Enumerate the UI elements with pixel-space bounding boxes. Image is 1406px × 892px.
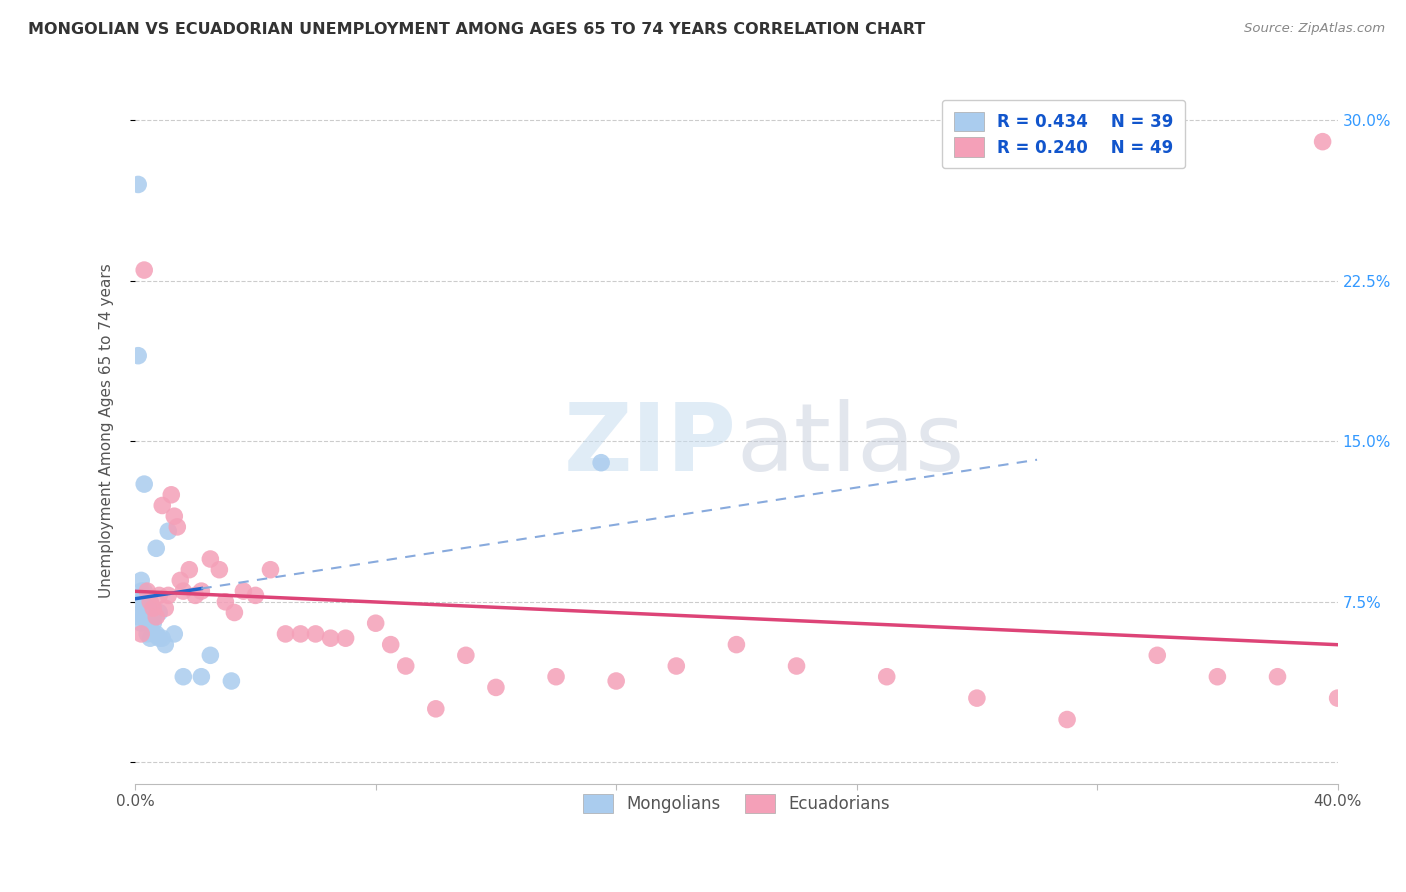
Point (145, 609, 167, 624)
Point (454, 648, 477, 663)
Point (148, 631, 170, 645)
Point (163, 627, 186, 641)
Point (319, 631, 342, 645)
Point (139, 595, 162, 609)
Point (214, 595, 236, 609)
Point (148, 588, 170, 602)
Point (1312, 135, 1334, 149)
Point (127, 178, 149, 192)
Point (169, 574, 191, 588)
Point (134, 584, 156, 599)
Point (380, 638, 402, 652)
Point (157, 524, 180, 538)
Point (136, 616, 159, 631)
Point (364, 616, 387, 631)
Point (200, 648, 222, 663)
Point (129, 627, 152, 641)
Point (190, 584, 212, 599)
Point (725, 638, 748, 652)
Point (136, 584, 159, 599)
Point (1267, 670, 1289, 684)
Point (544, 670, 567, 684)
Point (172, 584, 194, 599)
Point (190, 670, 212, 684)
Point (224, 606, 246, 620)
Point (1326, 691, 1348, 706)
Point (155, 601, 177, 615)
Point (208, 563, 231, 577)
Point (157, 588, 180, 602)
Point (129, 574, 152, 588)
Point (142, 616, 165, 631)
Point (129, 595, 152, 609)
Point (786, 659, 808, 673)
Point (142, 601, 165, 615)
Point (179, 563, 201, 577)
Point (145, 541, 167, 556)
Point (966, 691, 988, 706)
Point (290, 627, 312, 641)
Point (139, 631, 162, 645)
Point (127, 609, 149, 624)
Point (150, 499, 173, 513)
Point (304, 627, 326, 641)
Point (150, 631, 173, 645)
Point (148, 606, 170, 620)
Point (142, 601, 165, 615)
Point (184, 588, 207, 602)
Text: MONGOLIAN VS ECUADORIAN UNEMPLOYMENT AMONG AGES 65 TO 74 YEARS CORRELATION CHART: MONGOLIAN VS ECUADORIAN UNEMPLOYMENT AMO… (28, 22, 925, 37)
Point (259, 563, 281, 577)
Point (876, 670, 898, 684)
Point (134, 263, 156, 277)
Point (142, 627, 165, 641)
Point (160, 488, 183, 502)
Text: Source: ZipAtlas.com: Source: ZipAtlas.com (1244, 22, 1385, 36)
Point (200, 552, 222, 566)
Point (166, 520, 188, 534)
Point (139, 609, 162, 624)
Point (134, 595, 156, 609)
Legend: Mongolians, Ecuadorians: Mongolians, Ecuadorians (571, 782, 901, 825)
Point (395, 659, 418, 673)
Point (134, 609, 156, 624)
Point (139, 616, 162, 631)
Point (136, 601, 159, 615)
Point (1056, 713, 1078, 727)
Point (127, 349, 149, 363)
Point (232, 584, 254, 599)
Point (335, 631, 357, 645)
Point (155, 638, 177, 652)
Point (129, 584, 152, 599)
Y-axis label: Unemployment Among Ages 65 to 74 years: Unemployment Among Ages 65 to 74 years (100, 263, 114, 598)
Point (142, 609, 165, 624)
Point (129, 606, 152, 620)
Point (221, 673, 243, 688)
Point (1206, 670, 1229, 684)
Point (129, 616, 152, 631)
Point (485, 681, 508, 695)
Point (139, 606, 162, 620)
Point (591, 456, 613, 470)
Point (136, 609, 159, 624)
Point (605, 673, 627, 688)
Point (163, 509, 186, 524)
Point (665, 659, 688, 673)
Point (136, 627, 159, 641)
Point (145, 627, 167, 641)
Point (425, 702, 447, 716)
Point (245, 588, 267, 602)
Point (172, 670, 194, 684)
Text: ZIP: ZIP (564, 399, 737, 491)
Point (1146, 648, 1168, 663)
Point (274, 627, 297, 641)
Point (139, 595, 162, 609)
Point (134, 477, 156, 491)
Text: atlas: atlas (737, 399, 965, 491)
Point (134, 601, 156, 615)
